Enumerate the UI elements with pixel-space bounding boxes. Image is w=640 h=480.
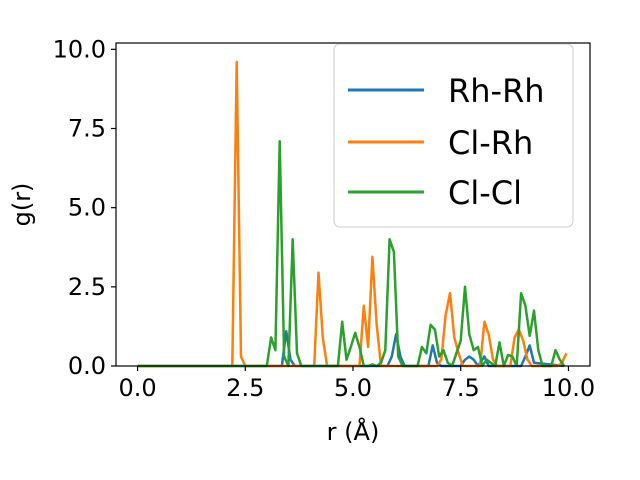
x-tick-label: 0.0 (118, 374, 156, 402)
x-tick-label: 10.0 (542, 374, 595, 402)
y-tick-label: 2.5 (68, 273, 106, 301)
x-tick-label: 7.5 (442, 374, 480, 402)
legend-label-cl-rh: Cl-Rh (448, 124, 533, 162)
x-tick-label: 5.0 (334, 374, 372, 402)
x-tick-label: 2.5 (226, 374, 264, 402)
legend-label-rh-rh: Rh-Rh (448, 72, 545, 110)
y-tick-label: 7.5 (68, 115, 106, 143)
y-tick-label: 0.0 (68, 352, 106, 380)
legend: Rh-Rh Cl-Rh Cl-Cl (333, 43, 574, 228)
y-tick-label: 5.0 (68, 194, 106, 222)
x-axis-label: r (Å) (327, 417, 380, 446)
y-tick-label: 10.0 (53, 35, 106, 63)
ticks-layer: 0.0 2.5 5.0 7.5 10.0 0.0 2.5 5.0 7.5 10.0 (53, 35, 596, 402)
y-axis-label: g(r) (8, 183, 36, 227)
legend-label-cl-cl: Cl-Cl (448, 174, 522, 212)
